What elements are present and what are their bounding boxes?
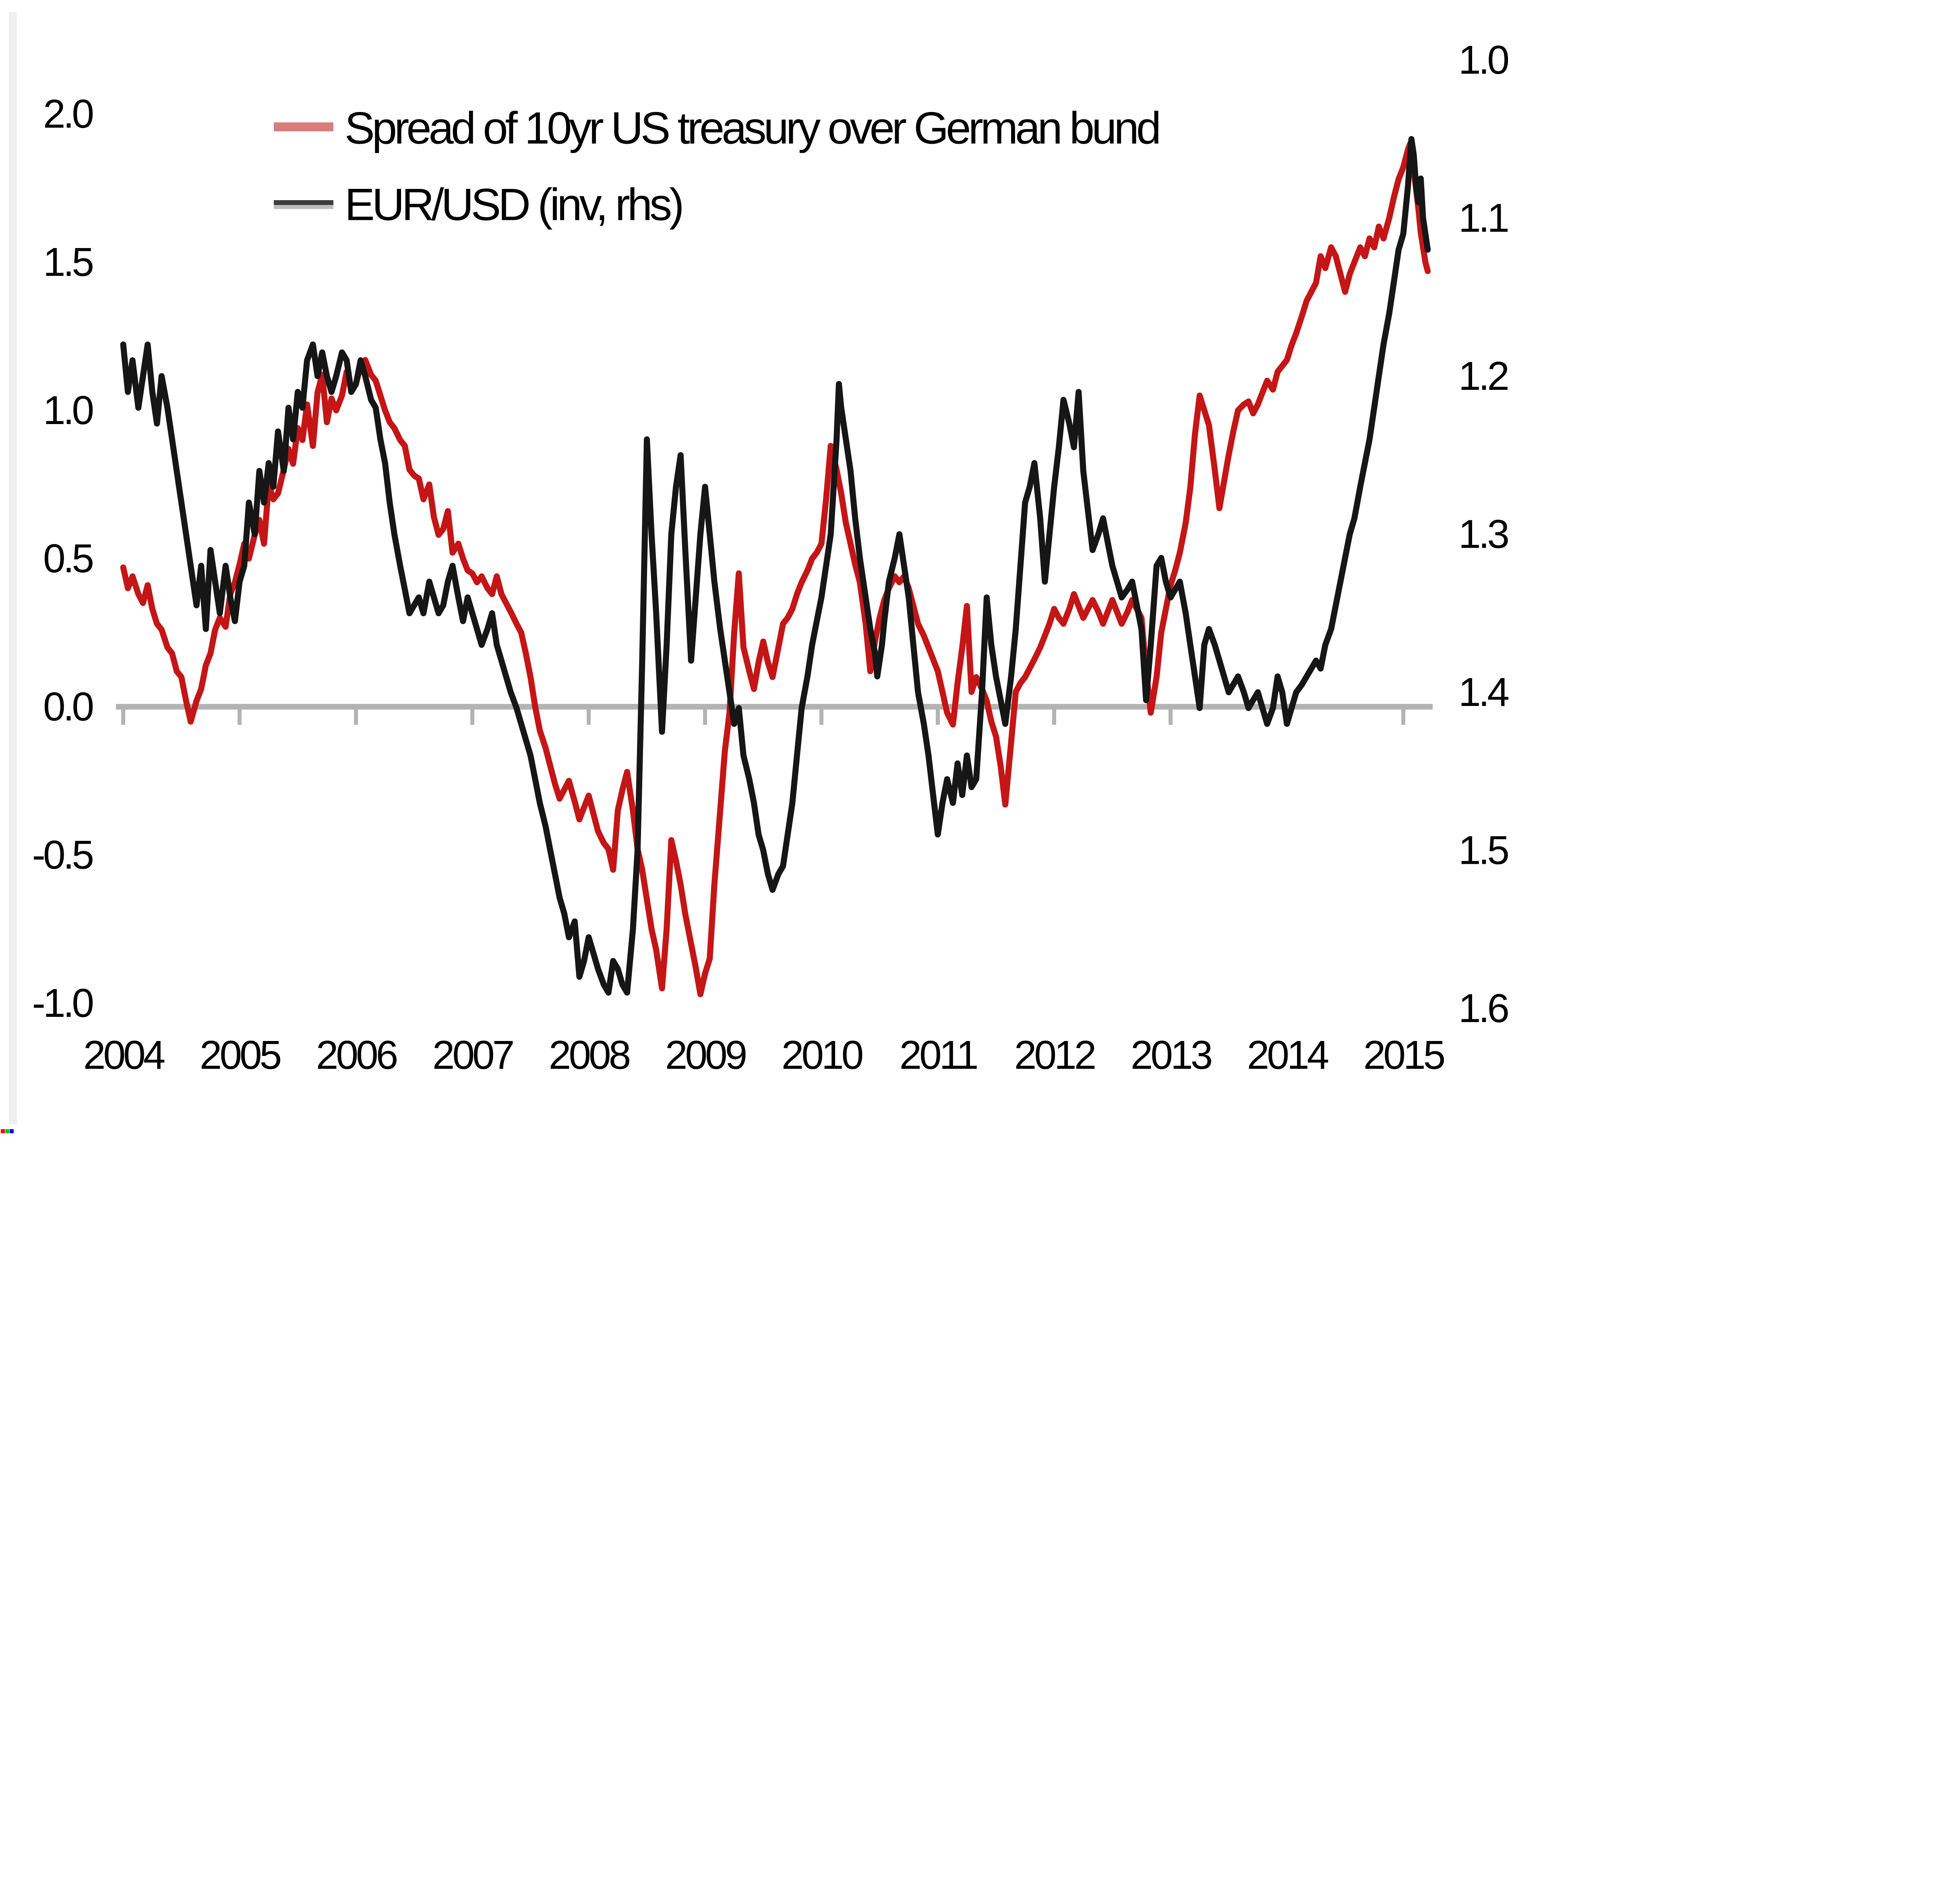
- right-axis-tick-label: 1.0: [1458, 37, 1508, 83]
- left-axis-labels: 2.0 1.5 1.0 0.5 0.0 -0.5 -1.0: [32, 91, 95, 1026]
- left-axis-tick-label: -1.0: [32, 981, 93, 1026]
- right-axis-tick-label: 1.6: [1458, 986, 1508, 1031]
- left-axis-tick-label: 1.0: [43, 388, 93, 433]
- x-axis-tick-label: 2011: [899, 1033, 976, 1078]
- series-line-spread: [120, 141, 1431, 998]
- x-axis-tick-label: 2006: [316, 1033, 397, 1078]
- left-axis-tick-label: -0.5: [32, 832, 93, 877]
- x-axis-tick-label: 2010: [782, 1033, 863, 1078]
- right-axis-labels: 1.0 1.1 1.2 1.3 1.4 1.5 1.6: [1458, 37, 1511, 1031]
- x-axis-tick-label: 2007: [432, 1033, 513, 1078]
- series-line-eurusd: [120, 136, 1431, 996]
- right-axis-tick-label: 1.2: [1458, 354, 1508, 399]
- left-axis-tick-label: 0.5: [43, 536, 93, 581]
- legend-swatch-spread: [274, 122, 333, 131]
- edge-artifact-red-pixel: [1, 1129, 5, 1133]
- edge-artifact-strip: [9, 12, 17, 1124]
- x-axis-tick-label: 2012: [1014, 1033, 1095, 1078]
- x-axis-tick-label: 2013: [1131, 1033, 1212, 1078]
- legend-swatch-eurusd-under: [274, 205, 333, 209]
- x-axis-tick-label: 2005: [200, 1033, 281, 1078]
- legend-item-spread: Spread of 10yr US treasury over German b…: [274, 103, 1162, 153]
- x-axis-tick-label: 2009: [665, 1033, 746, 1078]
- x-axis-labels: 2004 2005 2006 2007 2008 2009 2010 2011 2012 2013…: [83, 1033, 1447, 1078]
- legend-swatch-eurusd: [274, 200, 333, 205]
- series-lines: [120, 136, 1431, 998]
- left-axis-tick-label: 0.0: [43, 684, 93, 729]
- zero-line-ticks: [121, 709, 1405, 725]
- x-axis-tick-label: 2004: [83, 1033, 165, 1078]
- legend: Spread of 10yr US treasury over German b…: [274, 103, 1162, 230]
- right-axis-tick-label: 1.1: [1458, 196, 1508, 241]
- x-axis-tick-label: 2014: [1247, 1033, 1328, 1078]
- left-axis-tick-label: 1.5: [43, 240, 93, 285]
- zero-line-group: [116, 704, 1433, 725]
- x-axis-tick-label: 2008: [549, 1033, 630, 1078]
- legend-item-eurusd: EUR/USD (inv, rhs): [274, 180, 685, 230]
- right-axis-tick-label: 1.4: [1458, 670, 1508, 715]
- right-axis-tick-label: 1.3: [1458, 512, 1508, 557]
- legend-label-eurusd: EUR/USD (inv, rhs): [345, 180, 682, 230]
- right-axis-tick-label: 1.5: [1458, 828, 1508, 873]
- left-axis-tick-label: 2.0: [43, 91, 93, 137]
- edge-artifact-blue-pixel: [10, 1129, 14, 1133]
- x-axis-tick-label: 2015: [1363, 1033, 1444, 1078]
- legend-label-spread: Spread of 10yr US treasury over German b…: [345, 103, 1159, 153]
- edge-artifact-green-pixel: [5, 1129, 9, 1133]
